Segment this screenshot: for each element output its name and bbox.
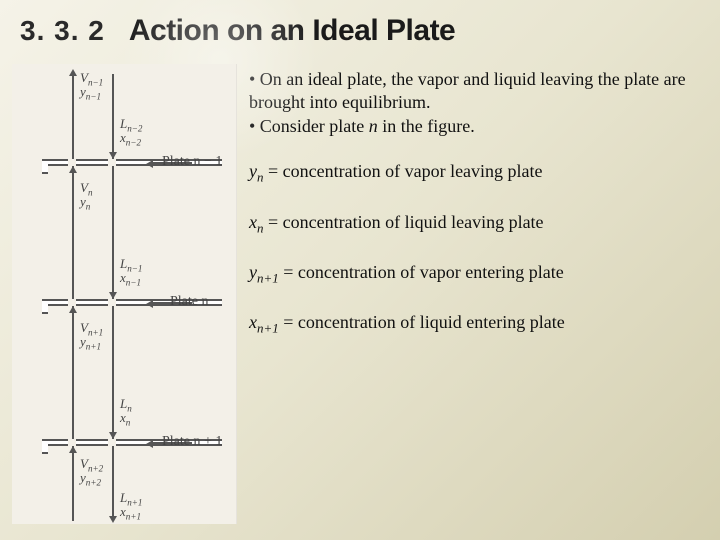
plate-label: Plate n − 1 [162, 154, 222, 170]
stream-label: xn [120, 410, 130, 428]
slide-content: Plate n − 1 Plate n Plate n + 1 Vn−1 yn−… [0, 54, 720, 524]
stream-label: xn+1 [120, 504, 141, 522]
vapor-arrow [72, 446, 74, 521]
pointer-arrow [146, 160, 153, 168]
liquid-arrow [112, 446, 114, 521]
vapor-arrow [72, 166, 74, 299]
arrow-down-icon [109, 516, 117, 523]
stream-label: yn−1 [80, 84, 101, 102]
arrow-down-icon [109, 292, 117, 299]
definition: xn = concentration of liquid leaving pla… [249, 211, 702, 237]
stream-label: xn−1 [120, 270, 141, 288]
section-number: 3. 3. 2 [20, 15, 105, 47]
bullet-item: • Consider plate n in the figure. [249, 115, 702, 138]
definition: xn+1 = concentration of liquid entering … [249, 311, 702, 337]
arrow-up-icon [69, 69, 77, 76]
arrow-down-icon [109, 432, 117, 439]
definition: yn+1 = concentration of vapor entering p… [249, 261, 702, 287]
liquid-arrow [112, 166, 114, 299]
plate-label: Plate n + 1 [162, 434, 222, 450]
text-column: • On an ideal plate, the vapor and liqui… [249, 64, 702, 524]
arrow-up-icon [69, 166, 77, 173]
plate-diagram: Plate n − 1 Plate n Plate n + 1 Vn−1 yn−… [12, 64, 237, 524]
arrow-up-icon [69, 306, 77, 313]
stream-label: yn+2 [80, 470, 101, 488]
stream-label: xn−2 [120, 130, 141, 148]
vapor-arrow [72, 306, 74, 439]
liquid-arrow [112, 74, 114, 159]
pointer-arrow [146, 440, 153, 448]
stream-label: yn [80, 194, 90, 212]
stream-label: yn+1 [80, 334, 101, 352]
vapor-arrow [72, 74, 74, 159]
arrow-down-icon [109, 152, 117, 159]
arrow-up-icon [69, 446, 77, 453]
definition: yn = concentration of vapor leaving plat… [249, 160, 702, 186]
liquid-arrow [112, 306, 114, 439]
plate-label: Plate n [170, 294, 209, 310]
slide-header: 3. 3. 2 Action on an Ideal Plate [0, 0, 720, 54]
pointer-arrow [146, 300, 153, 308]
